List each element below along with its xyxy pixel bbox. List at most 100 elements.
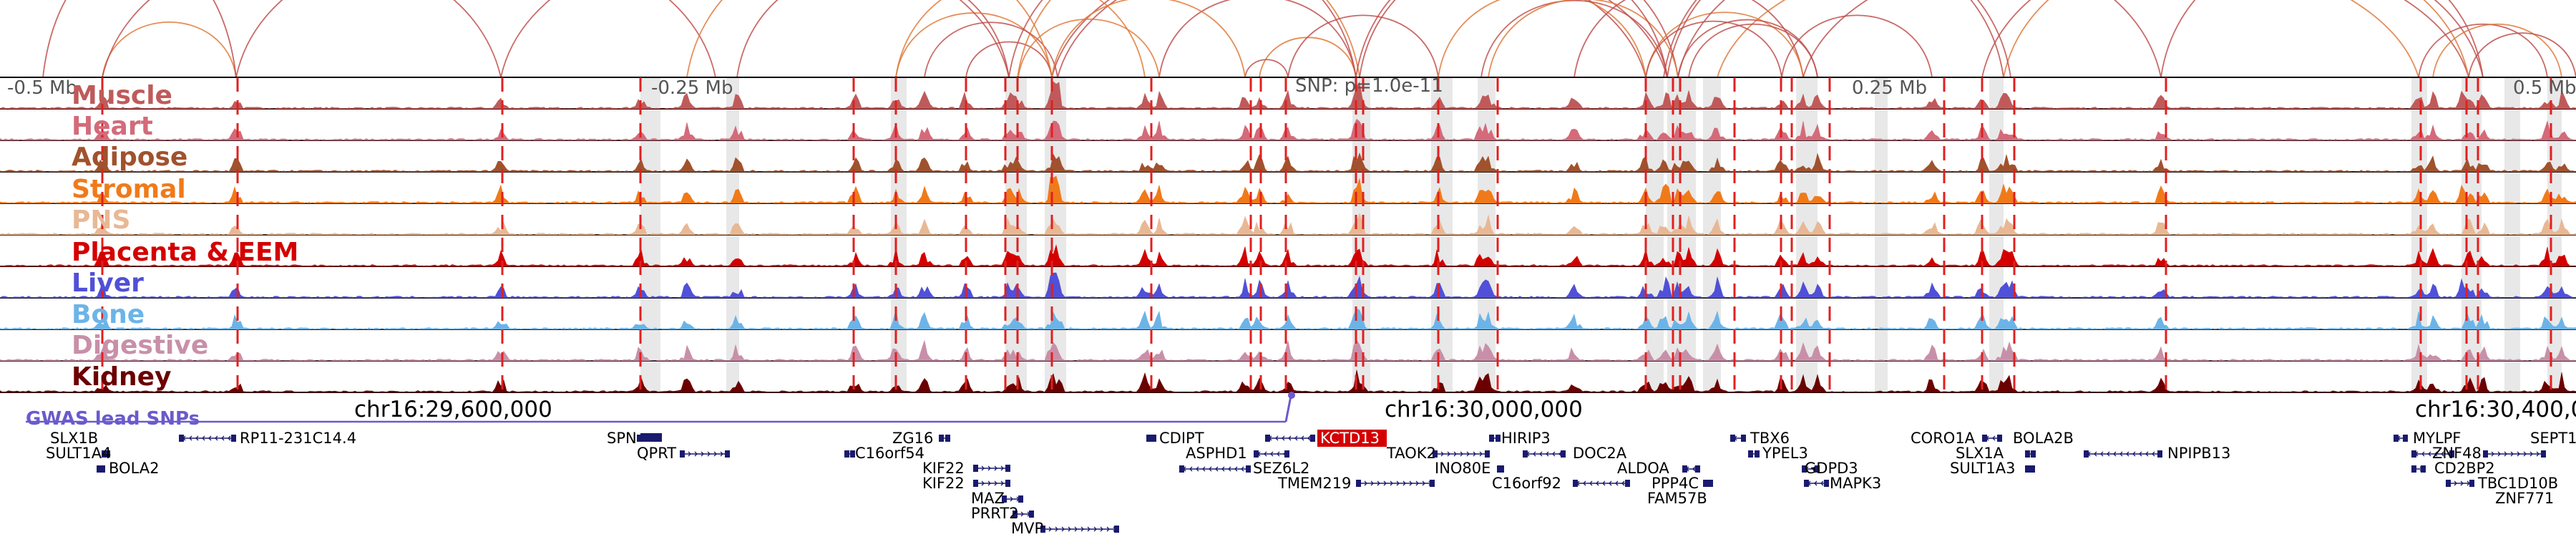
interaction-arc xyxy=(1438,0,1646,78)
gene-exon xyxy=(1708,480,1713,487)
gene-exon xyxy=(1703,480,1708,487)
gene-exon xyxy=(1005,480,1010,487)
gene-exon xyxy=(1982,435,1987,442)
strand-arrow xyxy=(2113,451,2117,457)
interaction-arc xyxy=(102,21,237,78)
strand-arrow xyxy=(2497,451,2501,457)
track-label-heart: Heart xyxy=(72,112,153,141)
strand-arrow xyxy=(1074,526,1078,532)
interaction-arc xyxy=(1017,0,1360,78)
gene-exon xyxy=(1265,435,1270,442)
gene-models xyxy=(97,433,2546,533)
strand-arrow xyxy=(1093,526,1097,532)
strand-arrow xyxy=(694,451,698,457)
strand-arrow xyxy=(1583,480,1586,486)
strand-arrow xyxy=(1209,466,1212,472)
gene-exon xyxy=(1284,450,1289,458)
strand-arrow xyxy=(1106,526,1110,532)
interaction-arc xyxy=(500,0,1010,78)
track-label-stromal: Stromal xyxy=(72,175,186,204)
gene-label-npipb13: NPIPB13 xyxy=(2167,445,2230,462)
gene-exon xyxy=(637,435,642,442)
gene-label-sult1a3: SULT1A3 xyxy=(1950,460,2015,477)
axis-label-minus-0-25: -0.25 Mb xyxy=(651,77,733,99)
gene-exon xyxy=(939,435,944,442)
gene-exon xyxy=(1310,435,1315,442)
interaction-arc xyxy=(1244,59,1289,78)
strand-arrow xyxy=(1473,451,1476,457)
gene-label-cd2bp2: CD2BP2 xyxy=(2434,460,2495,477)
gene-label-bola2: BOLA2 xyxy=(109,460,159,477)
strand-arrow xyxy=(2536,451,2540,457)
strand-arrow xyxy=(701,451,704,457)
interaction-arc xyxy=(1688,24,1818,78)
strand-arrow xyxy=(1061,526,1065,532)
strand-arrow xyxy=(1552,451,1556,457)
gene-label-kif22-a: KIF22 xyxy=(922,460,965,477)
signal-tracks xyxy=(0,77,2576,393)
strand-arrow xyxy=(1288,435,1292,441)
gene-exon xyxy=(973,480,978,487)
strand-arrow xyxy=(1546,451,1549,457)
strand-arrow xyxy=(1814,480,1818,486)
strand-arrow xyxy=(1275,435,1279,441)
snp-pvalue-label: SNP: p=1.0e-11 xyxy=(1295,75,1443,97)
interaction-arc xyxy=(2003,0,2469,78)
strand-arrow xyxy=(1221,466,1225,472)
strand-arrow xyxy=(1055,526,1058,532)
strand-arrow xyxy=(1460,451,1463,457)
strand-arrow xyxy=(1409,480,1413,486)
interaction-arcs xyxy=(42,0,2576,78)
strand-arrow xyxy=(208,435,212,441)
gene-exon xyxy=(2469,480,2474,487)
strand-arrow xyxy=(1621,480,1625,486)
gene-exon xyxy=(2411,465,2416,473)
interaction-arc xyxy=(1051,0,1246,78)
gene-exon xyxy=(1430,480,1435,487)
gene-label-hirip3: HIRIP3 xyxy=(1501,430,1551,447)
interaction-arc xyxy=(1574,0,1804,78)
strand-arrow xyxy=(2100,451,2104,457)
gene-exon xyxy=(1625,480,1630,487)
interaction-arc xyxy=(1663,0,2004,78)
interaction-arc xyxy=(895,12,1053,78)
gene-exon xyxy=(1730,435,1735,442)
strand-arrow xyxy=(2523,451,2527,457)
track-signal xyxy=(0,369,2576,393)
track-label-liver: Liver xyxy=(72,268,144,298)
strand-arrow xyxy=(981,465,985,471)
gene-label-zg16: ZG16 xyxy=(892,430,933,447)
interaction-arc xyxy=(1359,0,1668,78)
gwas-snp-marker xyxy=(1288,392,1295,399)
strand-arrow xyxy=(994,465,997,471)
strand-arrow xyxy=(1264,451,1267,457)
gene-exon xyxy=(1815,465,1820,473)
gene-label-ino80e: INO80E xyxy=(1435,460,1491,477)
interaction-arc xyxy=(1645,20,1782,78)
gene-exon xyxy=(1485,450,1490,458)
gene-label-znf771: ZNF771 xyxy=(2495,490,2554,507)
gene-exon xyxy=(1824,480,1829,487)
interaction-arc xyxy=(895,0,1146,78)
interaction-arc xyxy=(1018,18,1160,78)
gene-exon xyxy=(844,450,849,458)
gene-exon xyxy=(1179,465,1184,473)
gene-label-doc2a: DOC2A xyxy=(1573,445,1627,462)
strand-arrow xyxy=(987,465,991,471)
track-signal xyxy=(0,272,2576,299)
gene-exon xyxy=(1561,450,1566,458)
interaction-arc xyxy=(2418,24,2548,78)
gene-label-tbc1d10b: TBC1D10B xyxy=(2477,475,2558,492)
strand-arrow xyxy=(1440,451,1444,457)
strand-arrow xyxy=(987,480,991,486)
strand-arrow xyxy=(2139,451,2142,457)
interaction-arc xyxy=(1287,14,1439,78)
interaction-arc xyxy=(2468,32,2576,78)
interaction-arc xyxy=(1259,37,1357,78)
strand-arrow xyxy=(981,480,985,486)
interaction-arc xyxy=(1480,0,1668,78)
gene-exon xyxy=(1114,526,1119,533)
track-signal xyxy=(0,213,2576,236)
gene-exon xyxy=(973,465,978,472)
